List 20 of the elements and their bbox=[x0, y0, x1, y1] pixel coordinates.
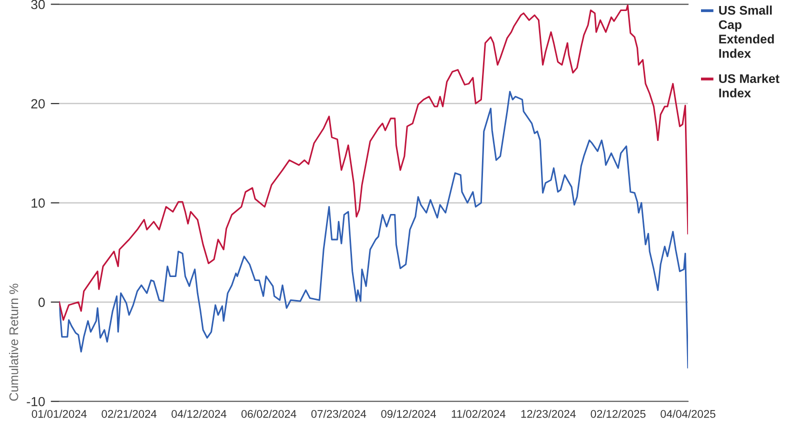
x-tick-label: 04/12/2024 bbox=[172, 410, 226, 418]
x-tick-label: 12/23/2024 bbox=[521, 410, 576, 418]
x-tick-label: 07/23/2024 bbox=[311, 410, 366, 418]
x-tick-label: 06/02/2024 bbox=[241, 410, 296, 418]
legend-label: US Market Index bbox=[719, 74, 780, 98]
y-tick-label: 10 bbox=[32, 198, 45, 208]
x-tick-label: 09/12/2024 bbox=[381, 410, 436, 418]
y-tick-label: -10 bbox=[26, 396, 45, 406]
legend-label: US Small Cap Extended Index bbox=[718, 6, 774, 58]
x-tick-label: 02/21/2024 bbox=[102, 410, 157, 418]
line-series bbox=[59, 90, 688, 368]
x-tick-label: 01/01/2024 bbox=[32, 410, 87, 418]
x-tick-label: 02/12/2025 bbox=[590, 410, 646, 418]
y-axis-title: Cumulative Return % bbox=[9, 284, 18, 401]
x-tick-label: 11/02/2024 bbox=[452, 410, 506, 418]
y-tick-label: 20 bbox=[31, 99, 45, 108]
y-tick-label: 0 bbox=[38, 298, 45, 308]
line-series bbox=[59, 4, 688, 321]
y-tick-label: 30 bbox=[31, 0, 45, 10]
x-tick-label: 04/04/2025 bbox=[660, 410, 716, 418]
